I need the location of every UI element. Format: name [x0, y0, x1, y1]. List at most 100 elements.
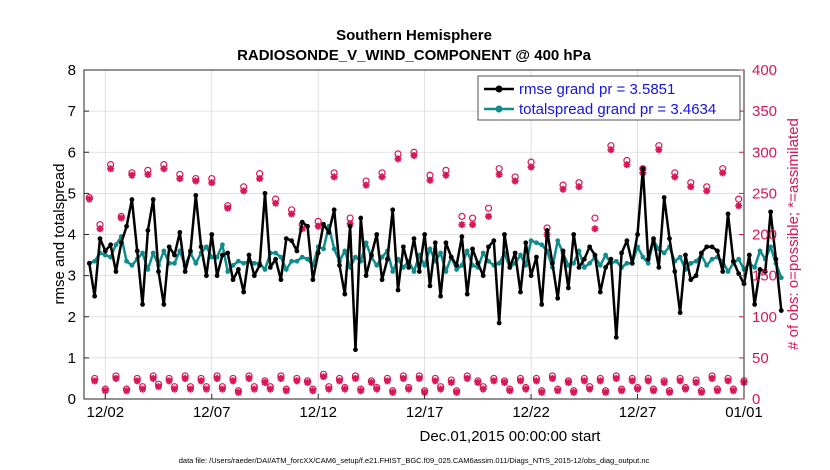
obs-assimilated-marker [261, 379, 269, 387]
axes: 12/02 12/07 12/12 12/17 12/22 12/27 01/0101234… [68, 62, 777, 421]
rmse-point [230, 277, 236, 283]
rmse-point [475, 260, 481, 266]
rmse-point [374, 232, 380, 237]
obs-assimilated-marker [399, 374, 407, 382]
rmse-point [411, 236, 417, 242]
rmse-point [459, 234, 465, 239]
rmse-point [635, 232, 640, 237]
totalspread-point [140, 250, 145, 256]
rmse-point [597, 289, 603, 295]
obs-assimilated-marker [373, 385, 381, 393]
totalspread-point [193, 260, 199, 266]
totalspread-point [379, 254, 385, 260]
totalspread-point [411, 269, 417, 274]
rmse-point [427, 283, 433, 289]
obs-assimilated-marker [160, 165, 168, 173]
rmse-point [134, 248, 140, 254]
totalspread-point [603, 252, 609, 258]
rmse-point [661, 195, 667, 200]
obs-assimilated-marker [309, 387, 317, 395]
rmse-point [92, 293, 98, 299]
rmse-point [699, 250, 704, 256]
y-axis-label-right: # of obs: o=possible; *=assimilated [785, 118, 802, 350]
obs-assimilated-marker [591, 225, 599, 233]
obs-assimilated-marker [341, 385, 349, 393]
rmse-point [369, 252, 374, 258]
totalspread-point [464, 248, 470, 254]
obs-assimilated-marker [437, 385, 445, 393]
totalspread-point [363, 240, 369, 246]
rmse-point [422, 232, 428, 237]
totalspread-point [768, 244, 774, 250]
obs-assimilated-marker [405, 385, 413, 393]
obs-assimilated-marker [453, 388, 461, 396]
totalspread-point [518, 252, 523, 258]
obs-assimilated-marker [692, 379, 700, 387]
obs-assimilated-marker [729, 387, 737, 395]
obs-assimilated-marker [335, 377, 343, 385]
totalspread-point [496, 260, 502, 266]
obs-assimilated-marker [703, 187, 711, 195]
rmse-point [246, 252, 252, 258]
rmse-point [438, 293, 444, 299]
obs-assimilated-marker [367, 379, 375, 387]
totalspread-point [342, 248, 348, 254]
obs-assimilated-marker [458, 221, 466, 229]
totalspread-point [459, 262, 465, 268]
obs-assimilated-marker [671, 173, 679, 181]
totalspread-point [92, 258, 98, 264]
rmse-point [725, 211, 731, 217]
rmse-point [188, 248, 193, 254]
rmse-point [267, 265, 273, 270]
rmse-point [358, 215, 364, 221]
obs-assimilated-marker [575, 183, 583, 191]
rmse-point [768, 209, 774, 215]
x-tick-label: 12/07 [193, 404, 231, 421]
obs-assimilated-marker [410, 152, 418, 160]
legend-spread-label: totalspread grand pr = 3.4634 [519, 101, 716, 118]
rmse-point [714, 248, 720, 254]
rmse-point [182, 269, 188, 274]
rmse-point [512, 250, 518, 256]
obs-assimilated-marker [719, 169, 727, 177]
totalspread-point [704, 262, 710, 268]
obs-assimilated-marker [708, 374, 716, 382]
y-left-tick-label: 7 [68, 103, 76, 120]
totalspread-point [129, 262, 135, 268]
rmse-point [464, 291, 470, 297]
obs-assimilated-marker [697, 388, 705, 396]
rmse-point [619, 250, 624, 256]
obs-assimilated-marker [245, 374, 253, 382]
x-tick-label: 12/17 [406, 404, 444, 421]
rmse-point [549, 260, 555, 266]
rmse-point [145, 227, 151, 233]
obs-assimilated-marker [186, 385, 194, 393]
rmse-point [193, 193, 199, 198]
rmse-point [709, 244, 715, 250]
y-left-tick-label: 0 [68, 391, 76, 408]
obs-assimilated-marker [500, 379, 508, 387]
obs-assimilated-marker [378, 173, 386, 181]
rmse-point [518, 289, 523, 295]
rmse-point [283, 236, 289, 242]
obs-assimilated-marker [85, 195, 93, 203]
totalspread-point [374, 262, 380, 268]
obs-assimilated-marker [208, 179, 216, 187]
y-left-tick-label: 3 [68, 268, 76, 285]
obs-assimilated-marker [538, 388, 546, 396]
obs-assimilated-marker [447, 379, 455, 387]
rmse-point [337, 262, 342, 268]
obs-assimilated-marker [293, 377, 301, 385]
rmse-point [124, 223, 129, 229]
totalspread-point [709, 256, 715, 262]
obs-assimilated-marker [479, 385, 487, 393]
rmse-point [102, 248, 108, 254]
rmse-point [629, 260, 635, 266]
totalspread-point [427, 246, 433, 252]
legend-rmse-label: rmse grand pr = 3.5851 [519, 81, 675, 98]
totalspread-point [688, 260, 694, 266]
totalspread-point [624, 260, 630, 266]
obs-assimilated-marker [96, 225, 104, 233]
x-tick-label: 12/22 [512, 404, 550, 421]
obs-assimilated-marker [644, 377, 652, 385]
